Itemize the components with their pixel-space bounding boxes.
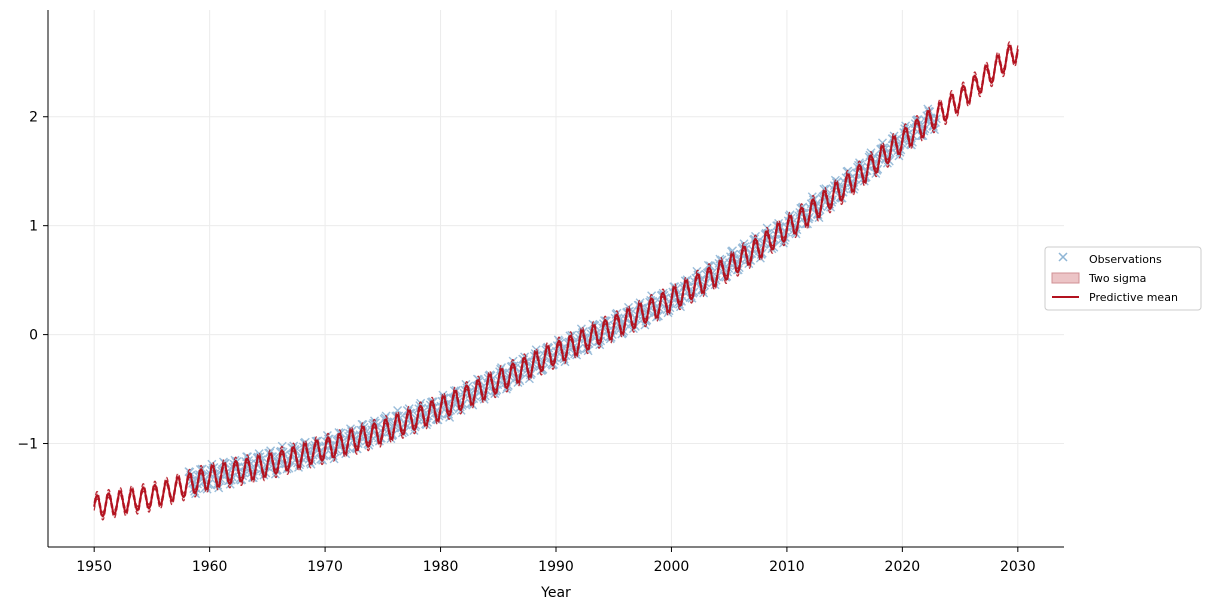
x-tick-label: 2030 bbox=[1000, 559, 1036, 575]
x-tick-label: 2010 bbox=[769, 559, 805, 575]
x-tick-label: 1950 bbox=[76, 559, 112, 575]
x-tick-label: 1980 bbox=[423, 559, 459, 575]
y-tick-label: 1 bbox=[29, 219, 38, 235]
y-tick-label: −1 bbox=[17, 437, 38, 453]
x-tick-label: 2000 bbox=[654, 559, 690, 575]
legend-item-predictive-mean: Predictive mean bbox=[1052, 291, 1178, 304]
legend-label-two-sigma: Two sigma bbox=[1088, 272, 1146, 285]
x-ticks: 1950 1960 1970 1980 1990 2000 2010 2020 2030 bbox=[76, 547, 1036, 575]
legend-item-two-sigma: Two sigma bbox=[1051, 272, 1146, 285]
y-tick-label: 2 bbox=[29, 110, 38, 126]
x-tick-label: 2020 bbox=[885, 559, 921, 575]
legend-label-predictive-mean: Predictive mean bbox=[1089, 291, 1178, 304]
observations-layer bbox=[184, 104, 941, 499]
legend-observation-marker-icon bbox=[1058, 252, 1068, 262]
observation-markers bbox=[184, 104, 941, 499]
x-tick-label: 1970 bbox=[307, 559, 343, 575]
two-sigma-upper-line bbox=[93, 41, 1019, 513]
legend: Observations Two sigma Predictive mean bbox=[1044, 246, 1202, 311]
grid bbox=[48, 10, 1064, 547]
y-ticks: −1 0 1 2 bbox=[17, 110, 48, 453]
legend-two-sigma-swatch bbox=[1051, 272, 1080, 284]
legend-item-observations: Observations bbox=[1058, 252, 1162, 266]
x-axis-label: Year bbox=[540, 585, 571, 601]
legend-frame bbox=[1044, 246, 1202, 311]
x-tick-label: 1990 bbox=[538, 559, 574, 575]
predictive-mean-line bbox=[93, 44, 1019, 518]
predictive-mean-layer bbox=[93, 41, 1019, 521]
legend-label-observations: Observations bbox=[1089, 253, 1162, 266]
y-tick-label: 0 bbox=[29, 328, 38, 344]
x-tick-label: 1960 bbox=[192, 559, 228, 575]
